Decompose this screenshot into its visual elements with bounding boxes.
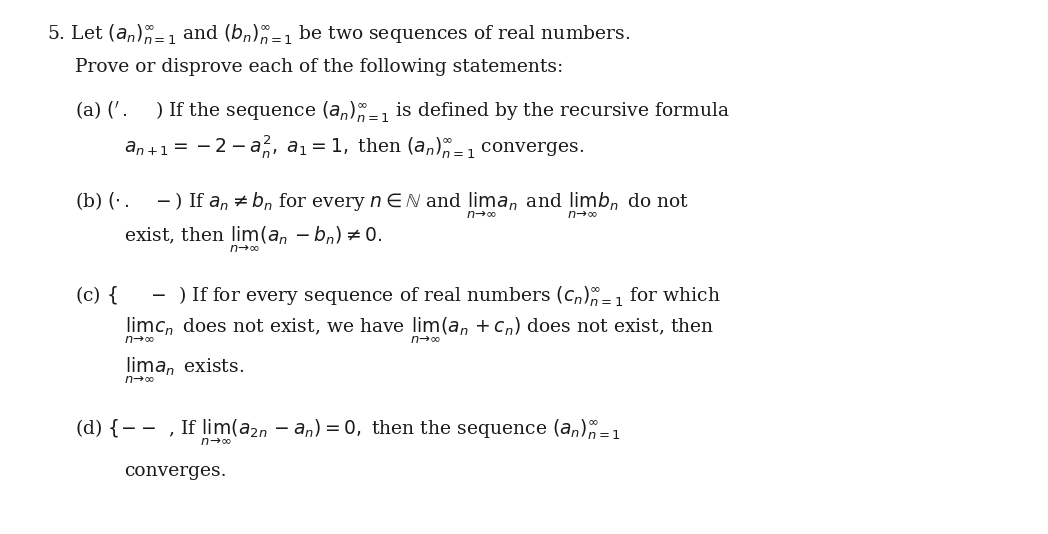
Text: (a) $('\,.\quad$ ) If the sequence $(a_n)_{n=1}^{\infty}$ is defined by the recu: (a) $('\,.\quad$ ) If the sequence $(a_n… — [75, 99, 730, 125]
Text: (b) $(\cdot\,.\quad -$) If $a_n \neq b_n$ for every $n \in \mathbb{N}$ and $\lim: (b) $(\cdot\,.\quad -$) If $a_n \neq b_n… — [75, 191, 690, 221]
Text: $a_{n+1} = -2 - a_n^2,\ a_1 = 1,$ then $(a_n)_{n=1}^{\infty}$ converges.: $a_{n+1} = -2 - a_n^2,\ a_1 = 1,$ then $… — [124, 134, 584, 160]
Text: $\lim_{n\to\infty} a_n$ exists.: $\lim_{n\to\infty} a_n$ exists. — [124, 356, 244, 386]
Text: $\lim_{n\to\infty} c_n$ does not exist, we have $\lim_{n\to\infty}(a_n + c_n)$ d: $\lim_{n\to\infty} c_n$ does not exist, … — [124, 316, 714, 346]
Text: (c) $\{\quad\;\; -\,$ ) If for every sequence of real numbers $(c_n)_{n=1}^{\inf: (c) $\{\quad\;\; -\,$ ) If for every seq… — [75, 284, 721, 309]
Text: Prove or disprove each of the following statements:: Prove or disprove each of the following … — [75, 58, 564, 76]
Text: 5. Let $(a_n)_{n=1}^{\infty}$ and $(b_n)_{n=1}^{\infty}$ be two sequences of rea: 5. Let $(a_n)_{n=1}^{\infty}$ and $(b_n)… — [47, 22, 631, 47]
Text: converges.: converges. — [124, 462, 226, 480]
Text: exist, then $\lim_{n\to\infty}(a_n - b_n) \neq 0.$: exist, then $\lim_{n\to\infty}(a_n - b_n… — [124, 225, 383, 255]
Text: (d) $\{\!-\!-\,$ , If $\lim_{n\to\infty}(a_{2n} - a_n) = 0,$ then the sequence $: (d) $\{\!-\!-\,$ , If $\lim_{n\to\infty}… — [75, 418, 621, 447]
